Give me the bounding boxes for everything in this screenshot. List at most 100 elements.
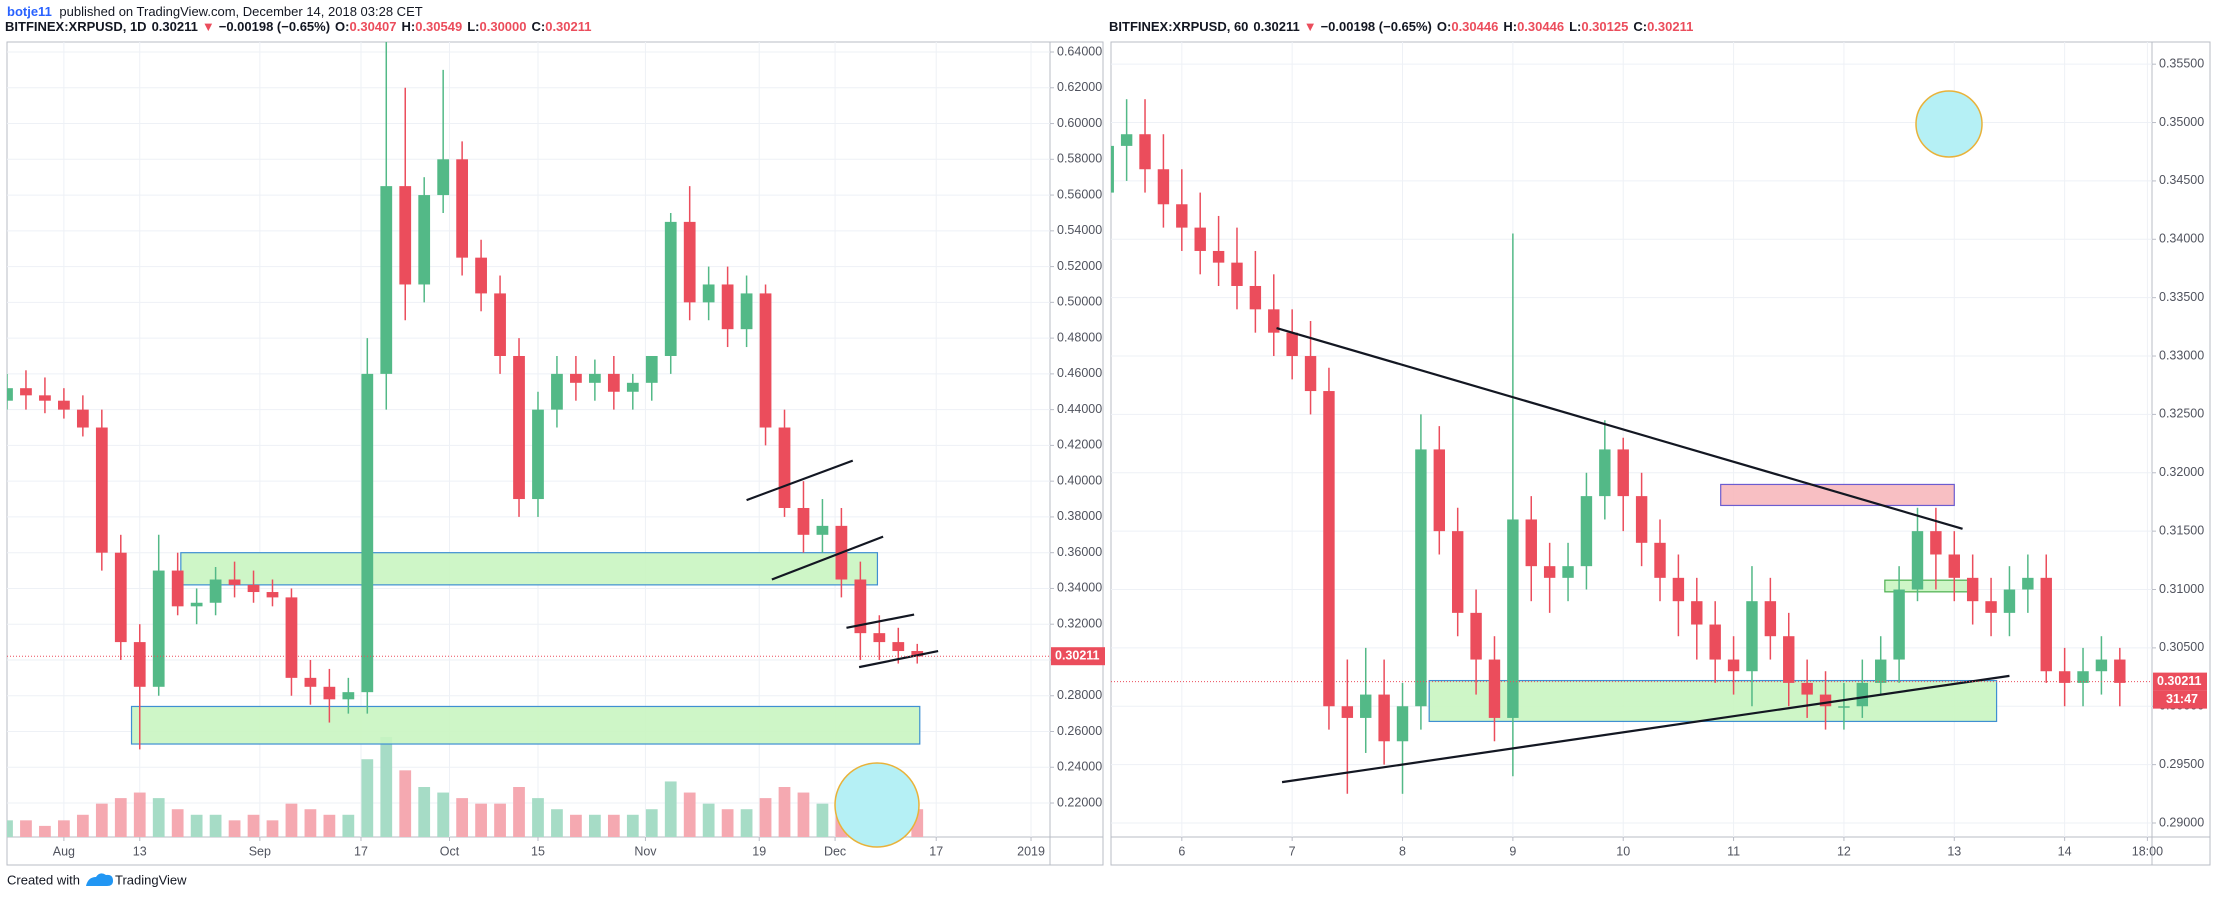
candle-body xyxy=(1360,694,1372,718)
volume-bar xyxy=(456,798,469,837)
x-tick-label: 18:00 xyxy=(2132,844,2163,858)
countdown-label: 31:47 xyxy=(2166,692,2198,706)
x-tick-label: 6 xyxy=(1178,844,1185,858)
y-tick-label: 0.48000 xyxy=(1057,330,1102,344)
candle-body xyxy=(133,642,146,687)
candle-body xyxy=(152,570,165,687)
y-tick-label: 0.35000 xyxy=(2159,115,2204,129)
volume-bar xyxy=(171,809,184,837)
volume-bar xyxy=(551,809,563,837)
countdown-tag xyxy=(2153,690,2207,709)
candle-body xyxy=(2095,659,2108,672)
author[interactable]: botje11 xyxy=(7,4,52,19)
candle-body xyxy=(1838,706,1850,708)
legend-part: 0.30211 xyxy=(152,19,198,34)
x-tick-label: 12 xyxy=(1837,844,1851,858)
candle-body xyxy=(1507,519,1519,718)
y-tick-label: 0.29000 xyxy=(2159,815,2204,829)
y-tick-label: 0.50000 xyxy=(1057,295,1102,309)
candle-body xyxy=(1378,694,1390,742)
legend-part: L: xyxy=(1569,19,1581,34)
y-tick-label: 0.56000 xyxy=(1057,187,1102,201)
x-tick-label: 9 xyxy=(1509,844,1516,858)
y-tick-label: 0.32000 xyxy=(1057,617,1102,631)
y-tick-label: 0.64000 xyxy=(1057,44,1102,58)
legend-part: 0.30446 xyxy=(1451,19,1498,34)
candle-body xyxy=(247,584,260,593)
candle-body xyxy=(494,293,506,356)
legend-part: O: xyxy=(1437,19,1451,34)
volume-bar xyxy=(532,798,544,837)
candle-body xyxy=(1111,145,1114,193)
volume-bar xyxy=(323,814,336,837)
candle-body xyxy=(380,186,393,374)
x-tick-label: 14 xyxy=(2058,844,2072,858)
legend-part: −0.00198 (−0.65%) xyxy=(219,19,330,34)
trendline xyxy=(846,613,915,629)
candle-body xyxy=(626,382,639,392)
candle-body xyxy=(1323,391,1335,707)
footer-brand[interactable]: TradingView xyxy=(115,872,187,887)
publish-text: published on TradingView.com, December 1… xyxy=(59,4,422,19)
candle-body xyxy=(854,579,867,634)
candle-body xyxy=(1543,566,1556,578)
panel-frame xyxy=(1110,41,2211,866)
candle-body xyxy=(1562,566,1574,578)
y-tick-label: 0.34000 xyxy=(1057,581,1102,595)
volume-bar xyxy=(209,814,222,837)
candle-body xyxy=(721,284,734,330)
candle-body xyxy=(1268,309,1280,333)
candle-body xyxy=(1856,682,1869,707)
candle-body xyxy=(1488,659,1501,718)
candle-body xyxy=(1709,624,1721,660)
candle-body xyxy=(399,186,412,285)
candle-body xyxy=(683,221,696,303)
candle-body xyxy=(171,570,184,607)
candle-body xyxy=(2003,589,2016,613)
candle-body xyxy=(797,507,810,535)
candle-body xyxy=(2114,659,2126,683)
volume-bar xyxy=(740,809,753,837)
volume-bar xyxy=(702,803,715,837)
candle-body xyxy=(114,552,127,643)
volume-bar xyxy=(133,792,146,837)
x-tick-label: 10 xyxy=(1616,844,1630,858)
logo-icon xyxy=(86,873,113,886)
y-tick-label: 0.22000 xyxy=(1057,795,1102,809)
candle-body xyxy=(1157,169,1170,205)
candle-body xyxy=(475,257,487,294)
legend-part: H: xyxy=(402,19,416,34)
legend-part: C: xyxy=(1633,19,1647,34)
legend-part: 0.30407 xyxy=(350,19,397,34)
volume-bar xyxy=(190,814,203,837)
candle-body xyxy=(1635,496,1648,543)
y-tick-label: 0.36000 xyxy=(1057,545,1102,559)
legend-part: BITFINEX:XRPUSD, 60 xyxy=(1109,19,1248,34)
x-tick-label: 13 xyxy=(1947,844,1961,858)
candle-body xyxy=(1801,682,1813,695)
legend-part: 0.30211 xyxy=(1253,19,1299,34)
candle-body xyxy=(645,355,658,383)
candle-body xyxy=(1139,134,1151,170)
volume-bar xyxy=(285,803,298,837)
y-tick-label: 0.46000 xyxy=(1057,366,1102,380)
legend-part: BITFINEX:XRPUSD, 1D xyxy=(5,19,147,34)
volume-bar xyxy=(114,798,127,837)
y-tick-label: 0.28000 xyxy=(1057,688,1102,702)
candle-body xyxy=(1617,449,1629,497)
volume-bar xyxy=(418,787,431,837)
footer: Created with TradingView xyxy=(7,872,187,887)
plot-area xyxy=(1111,99,2152,794)
candle-body xyxy=(2022,577,2034,590)
volume-bar xyxy=(247,814,260,837)
candle-body xyxy=(2040,577,2052,672)
volume-bar xyxy=(152,798,165,837)
trendline xyxy=(1276,326,1963,530)
candle-body xyxy=(532,409,544,500)
candle-body xyxy=(664,221,677,356)
candle-body xyxy=(95,427,108,553)
x-tick-label: 11 xyxy=(1727,844,1740,858)
candle-body xyxy=(1396,706,1409,742)
last-price-label: 0.30211 xyxy=(2157,674,2202,688)
